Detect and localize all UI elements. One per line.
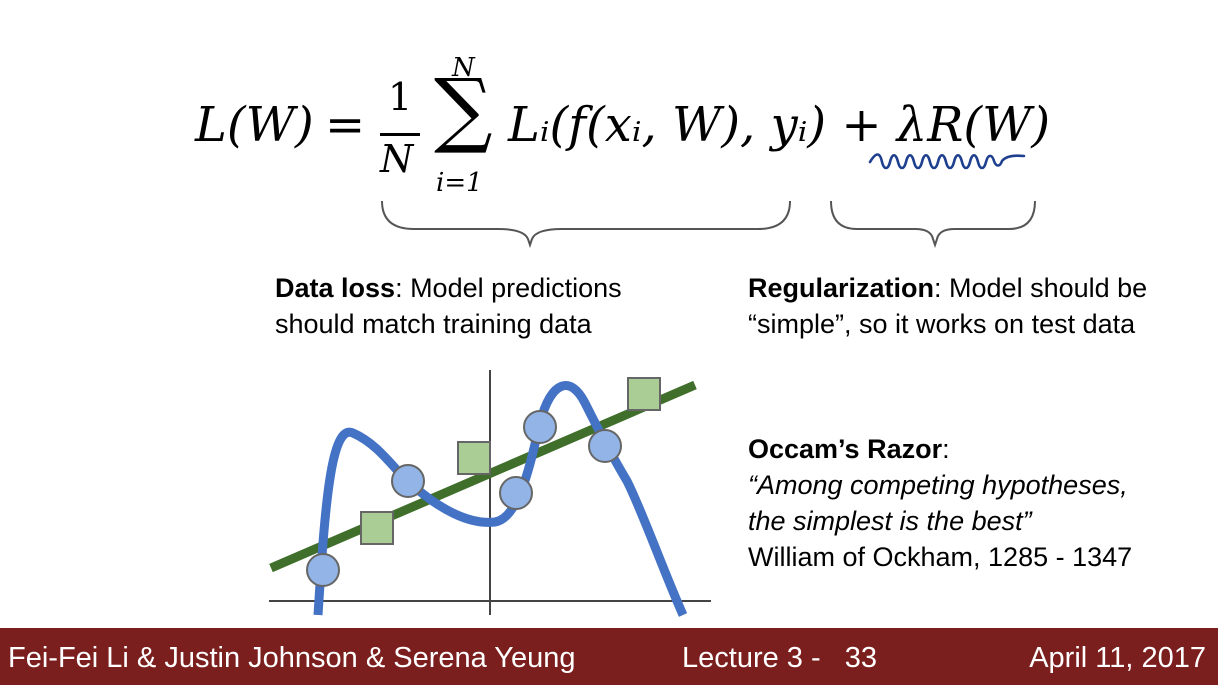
occams-razor-quote-line-1: “Among competing hypotheses, <box>748 470 1128 500</box>
formula-body: Lᵢ(f(xᵢ, W), yᵢ) + λR(W) <box>508 97 1051 153</box>
footer-lecture-number: Lecture 3 - 33 <box>682 642 878 674</box>
regularization-description: Regularization: Model should be “simple”… <box>748 270 1178 342</box>
formula-fraction-numerator: 1 <box>388 75 413 119</box>
footer-date: April 11, 2017 <box>1029 642 1206 674</box>
data-circle <box>391 464 425 498</box>
data-square <box>627 377 661 411</box>
formula-sum-lower-limit: i=1 <box>436 168 483 198</box>
formula-equals: = <box>325 97 366 153</box>
occams-razor-quote-line-2: the simplest is the best” <box>748 506 1032 536</box>
data-loss-brace <box>381 200 791 249</box>
data-loss-title: Data loss <box>275 273 396 303</box>
occams-razor-title: Occam’s Razor <box>748 434 943 464</box>
simple-fit-line <box>269 380 697 573</box>
footer-authors: Fei-Fei Li & Justin Johnson & Serena Yeu… <box>8 642 576 674</box>
formula-sum-upper-limit: N <box>452 53 475 83</box>
formula-lhs: L(W) <box>195 97 314 153</box>
data-square <box>360 511 394 545</box>
formula-sum-symbol: ∑ <box>434 62 493 157</box>
occams-razor-attribution: William of Ockham, 1285 - 1347 <box>748 542 1133 572</box>
data-loss-description: Data loss: Model predictions should matc… <box>275 270 705 342</box>
data-circle <box>499 476 533 510</box>
formula-fraction-denominator: N <box>380 137 414 181</box>
occams-razor-colon: : <box>942 434 950 464</box>
loss-formula: L(W) = 1 N N ∑ i=1 Lᵢ(f(xᵢ, W), yᵢ) + λR… <box>190 53 1050 205</box>
data-square <box>457 441 491 475</box>
regularization-title: Regularization <box>748 273 935 303</box>
data-circle <box>306 553 340 587</box>
data-circle <box>523 410 557 444</box>
formula-fraction-bar <box>380 133 420 136</box>
handwritten-underline-annotation <box>868 153 1026 170</box>
overfitting-illustration <box>269 370 711 617</box>
regularization-brace <box>830 200 1036 249</box>
data-circle <box>588 429 622 463</box>
complex-fit-curve <box>313 381 688 617</box>
slide-footer: Fei-Fei Li & Justin Johnson & Serena Yeu… <box>0 628 1218 685</box>
occams-razor-block: Occam’s Razor: “Among competing hypothes… <box>748 431 1208 575</box>
regularization-text: : Model should be “simple”, so it works … <box>748 273 1148 339</box>
data-loss-text: : Model predictions should match trainin… <box>275 273 622 339</box>
